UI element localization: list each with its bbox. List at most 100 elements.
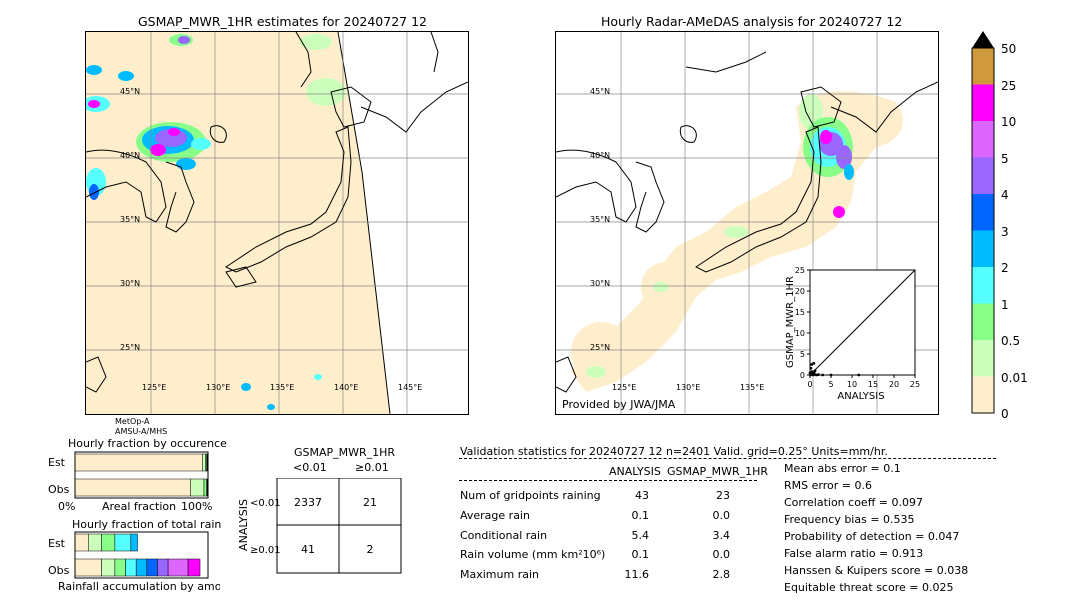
cell-hits-none: 2337 xyxy=(294,496,322,509)
left-lon-label-135: 135°E xyxy=(270,383,294,392)
rain-bar-est-4 xyxy=(130,533,138,552)
cell-hit: 2 xyxy=(367,543,374,556)
occ-bar-obs-1 xyxy=(190,478,205,497)
rain-bar-obs-3 xyxy=(125,558,137,577)
validation-divider xyxy=(459,458,996,459)
rain-bar-obs-0 xyxy=(74,558,102,577)
colorbar-outline xyxy=(971,47,995,414)
colorbar-band-5 xyxy=(972,230,994,267)
rain-bar-obs-4 xyxy=(135,558,148,577)
scatter-xlabel: ANALYSIS xyxy=(837,391,884,402)
validation-header: Validation statistics for 20240727 12 n=… xyxy=(460,445,888,458)
score-ets: Equitable threat score = 0.025 xyxy=(784,581,954,594)
right-precip xyxy=(586,94,854,378)
occ-xlabel: Areal fraction xyxy=(102,500,176,513)
colorbar xyxy=(971,31,995,414)
scatter-point-9 xyxy=(821,373,824,377)
rain-xlabel: Rainfall accumulation by amount xyxy=(58,580,220,593)
stat-label-volume: Rain volume (mm km²10⁶) xyxy=(460,548,606,561)
rain-bar-est-1 xyxy=(88,533,102,552)
rain-bar-obs-8 xyxy=(187,558,201,577)
contingency-row-header-ge: ≥0.01 xyxy=(250,545,281,556)
cell-false-alarm: 21 xyxy=(363,496,377,509)
scatter-point-15 xyxy=(812,361,816,365)
left-lon-label-130: 130°E xyxy=(206,383,230,392)
stat-gsmap-average: 0.0 xyxy=(712,509,731,522)
scatter-xtick-0: 0 xyxy=(807,380,812,389)
scatter-ytick-3: 15 xyxy=(795,308,805,317)
occ-bar-obs-2 xyxy=(203,478,207,497)
colorbar-label-10: 10 xyxy=(1001,115,1017,129)
right-lat-label-45: 45°N xyxy=(590,87,610,96)
scatter-xtick-4: 20 xyxy=(889,380,899,389)
rain-bar-obs-6 xyxy=(157,558,169,577)
cell-miss: 41 xyxy=(301,543,315,556)
stat-gsmap-gridpoints: 23 xyxy=(716,489,730,502)
left-lat-label-35: 35°N xyxy=(120,215,140,224)
stat-label-maximum: Maximum rain xyxy=(460,568,539,581)
scatter-xtick-1: 5 xyxy=(828,380,833,389)
score-far: False alarm ratio = 0.913 xyxy=(784,547,924,560)
right-lon-label-130: 130°E xyxy=(676,383,700,392)
occ-bar-est-1 xyxy=(202,453,206,472)
stat-gsmap-maximum: 2.8 xyxy=(712,568,731,581)
stat-analysis-gridpoints: 43 xyxy=(635,489,649,502)
colorbar-band-8 xyxy=(972,340,994,377)
right-map-title: Hourly Radar-AMeDAS analysis for 2024072… xyxy=(601,14,903,29)
left-lat-label-25: 25°N xyxy=(120,343,140,352)
colorbar-label-0.01: 0.01 xyxy=(1001,371,1028,385)
rain-label-obs: Obs xyxy=(48,564,70,577)
stat-analysis-conditional: 5.4 xyxy=(631,529,650,542)
right-lat-label-40: 40°N xyxy=(590,151,610,160)
colorbar-bands xyxy=(972,48,994,413)
contingency-row-axis: ANALYSIS xyxy=(237,499,250,551)
rain-bar-est-3 xyxy=(114,533,132,552)
colorbar-band-4 xyxy=(972,194,994,231)
colorbar-band-0 xyxy=(972,48,994,85)
scatter-ytick-5: 25 xyxy=(795,266,805,275)
scatter-ytick-2: 10 xyxy=(795,329,805,338)
left-lat-label-30: 30°N xyxy=(120,279,140,288)
rain-frame xyxy=(74,531,209,579)
colorbar-label-0: 0 xyxy=(1001,407,1009,421)
occ-tick-100: 100% xyxy=(181,500,212,513)
validation-col-analysis: ANALYSIS xyxy=(609,465,661,478)
left-swath-edge xyxy=(337,32,391,414)
left-lon-label-125: 125°E xyxy=(142,383,166,392)
occ-bar-est-0 xyxy=(74,453,203,472)
rain-label-est: Est xyxy=(48,537,66,550)
left-lat-label-40: 40°N xyxy=(120,151,140,160)
sensor-line-2: AMSU-A/MHS xyxy=(115,427,168,436)
contingency-table: 2337 21 41 2 ANALYSIS <0.01 ≥0.01 xyxy=(237,478,402,574)
score-correlation: Correlation coeff = 0.097 xyxy=(784,496,923,509)
right-lon-label-135: 135°E xyxy=(740,383,764,392)
occ-bars xyxy=(74,453,209,497)
stat-analysis-maximum: 11.6 xyxy=(624,568,650,581)
left-map: 45°N 40°N 35°N 30°N 25°N 125°E 130°E 135… xyxy=(85,31,469,415)
colorbar-band-1 xyxy=(972,84,994,121)
contingency-title: GSMAP_MWR_1HR xyxy=(294,446,396,459)
rain-bar-obs-5 xyxy=(146,558,158,577)
left-grid xyxy=(86,32,468,414)
occ-label-obs: Obs xyxy=(48,483,70,496)
radar-credit: Provided by JWA/JMA xyxy=(562,398,676,411)
colorbar-band-6 xyxy=(972,267,994,304)
colorbar-band-7 xyxy=(972,303,994,340)
sensor-line-1: MetOp-A xyxy=(115,417,150,426)
colorbar-label-3: 3 xyxy=(1001,225,1009,239)
right-lat-label-25: 25°N xyxy=(590,343,610,352)
scatter-ytick-0: 0 xyxy=(800,371,805,380)
right-map: 45°N 40°N 35°N 30°N 25°N 125°E 130°E 135… xyxy=(555,31,939,415)
rain-bars xyxy=(74,533,201,577)
score-rmse: RMS error = 0.6 xyxy=(784,479,872,492)
colorbar-label-25: 25 xyxy=(1001,79,1017,93)
right-lat-label-35: 35°N xyxy=(590,215,610,224)
right-lon-label-125: 125°E xyxy=(612,383,636,392)
scatter-point-14 xyxy=(857,373,861,377)
scatter-ytick-4: 20 xyxy=(795,287,805,296)
right-coastlines xyxy=(556,51,938,393)
scatter-point-10 xyxy=(810,363,814,366)
scatter-xtick-3: 15 xyxy=(868,380,878,389)
left-map-title: GSMAP_MWR_1HR estimates for 20240727 12 xyxy=(138,14,427,29)
occ-label-est: Est xyxy=(48,456,66,469)
